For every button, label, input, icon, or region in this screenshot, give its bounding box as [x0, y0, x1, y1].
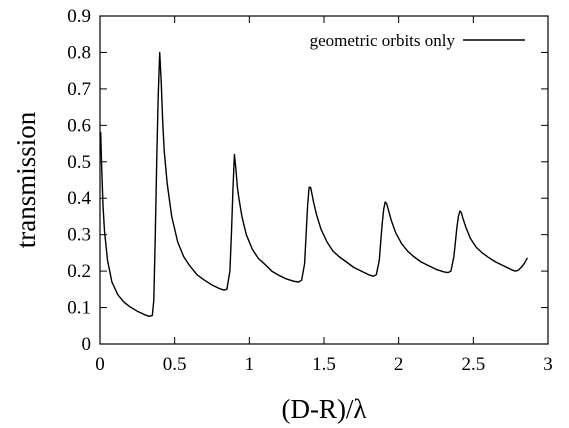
y-axis-label: transmission	[11, 111, 41, 248]
series-line	[99, 51, 528, 317]
x-axis-label: (D-R)/λ	[281, 394, 366, 424]
x-tick-label: 3	[543, 354, 553, 375]
labels-layer: 0 0.5 1 1.5 2 2.5 3 0 0.1 0.2 0.3 0.4 0.5 0.6 0.7 0.8 0.…	[11, 6, 553, 424]
y-tick-label: 0.7	[67, 79, 91, 100]
x-tick-label: 2	[394, 354, 404, 375]
legend-label: geometric orbits only	[310, 31, 456, 50]
y-tick-label: 0.1	[67, 298, 91, 319]
legend-layer: geometric orbits only	[310, 31, 525, 50]
x-tick-label: 1.5	[312, 354, 336, 375]
series-layer	[99, 51, 528, 317]
x-tick-label: 0	[95, 354, 105, 375]
x-tick-label: 0.5	[163, 354, 187, 375]
plot-frame	[99, 15, 549, 345]
y-tick-label: 0.2	[67, 261, 91, 282]
y-tick-label: 0	[82, 334, 92, 355]
y-tick-label: 0.6	[67, 115, 91, 136]
y-tick-label: 0.3	[67, 225, 91, 246]
y-tick-label: 0.9	[67, 6, 91, 27]
y-tick-label: 0.8	[67, 42, 91, 63]
y-tick-label: 0.5	[67, 152, 91, 173]
x-tick-label: 1	[245, 354, 255, 375]
x-tick-label: 2.5	[461, 354, 485, 375]
y-tick-label: 0.4	[67, 188, 91, 209]
